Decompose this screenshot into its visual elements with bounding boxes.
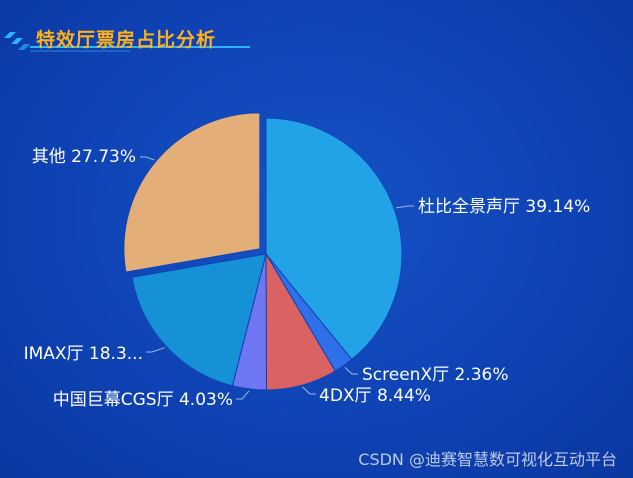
- title-decoration-icon: [4, 32, 250, 52]
- leader-line-0: [395, 205, 414, 209]
- pie-slice-4[interactable]: [131, 253, 267, 387]
- slice-label-0: 杜比全景声厅 39.14%: [418, 197, 590, 217]
- slice-label-5: 其他 27.73%: [32, 147, 136, 167]
- slice-label-2: 4DX厅 8.44%: [319, 386, 431, 406]
- pie-slice-0[interactable]: [265, 117, 403, 361]
- leader-line-3: [236, 390, 250, 400]
- watermark-text: CSDN @迪赛智慧数可视化互动平台: [358, 450, 617, 469]
- pie-slice-5[interactable]: [123, 112, 261, 273]
- leader-line-2: [302, 386, 316, 395]
- slice-label-4: IMAX厅 18.3...: [24, 344, 143, 364]
- panel-header: 特效厅票房占比分析: [0, 0, 260, 60]
- leader-line-1: [344, 366, 358, 375]
- slice-label-3: 中国巨幕CGS厅 4.03%: [53, 390, 233, 410]
- leader-line-4: [146, 347, 165, 353]
- chart-title: 特效厅票房占比分析: [36, 29, 217, 51]
- leader-line-5: [140, 156, 155, 161]
- slice-label-1: ScreenX厅 2.36%: [362, 365, 509, 385]
